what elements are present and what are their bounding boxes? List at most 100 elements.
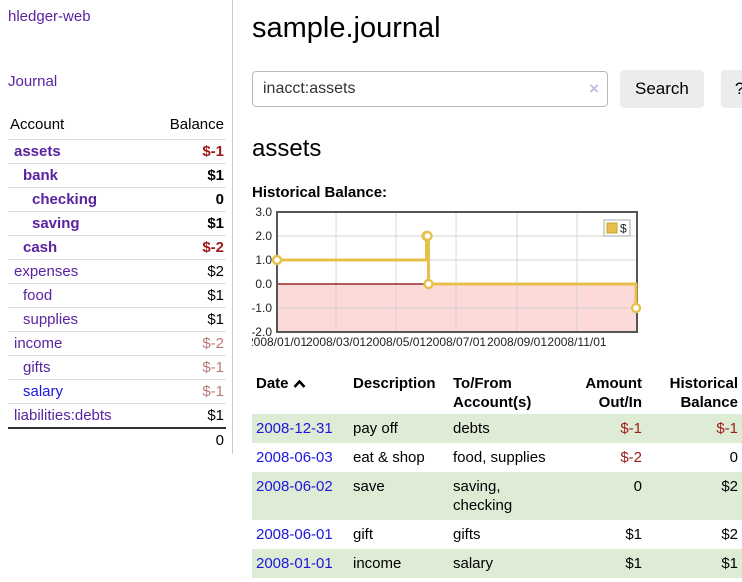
register-header-tofrom: To/From Account(s) (453, 375, 532, 411)
account-row: cash $-2 (8, 235, 226, 260)
transaction-amount: $-1 (620, 420, 642, 437)
historical-balance-chart: 3.0 2.0 1.0 0.0 -1.0 -2.0 2008/01/01 2008/03/01… (247, 205, 742, 355)
transaction-description: income (353, 555, 402, 572)
account-row: assets $-1 (8, 139, 226, 164)
svg-text:-1.0: -1.0 (252, 301, 272, 315)
account-row: checking 0 (8, 187, 226, 212)
accounts-total-value: 0 (148, 427, 226, 452)
account-row: bank $1 (8, 163, 226, 188)
account-row: income $-2 (8, 331, 226, 356)
search-button[interactable]: Search (620, 70, 704, 108)
transaction-date-link[interactable]: 2008-01-01 (256, 555, 333, 572)
svg-text:$: $ (620, 222, 627, 236)
page-title: sample.journal (252, 12, 441, 44)
account-link-assets[interactable]: assets (14, 143, 61, 160)
account-row: liabilities:debts $1 (8, 403, 226, 429)
account-link-gifts[interactable]: gifts (23, 359, 51, 376)
transaction-description: pay off (353, 420, 398, 437)
transaction-accounts: debts (453, 420, 490, 437)
search-form: × Search ? (252, 70, 742, 108)
transaction-balance: $2 (721, 526, 738, 543)
transaction-description: save (353, 478, 385, 495)
accounts-header-account: Account (8, 112, 149, 140)
transaction-row: 2008-06-03 eat & shop food, supplies $-2 0 (252, 443, 742, 472)
clear-search-icon[interactable]: × (589, 79, 599, 98)
transaction-amount: 0 (633, 478, 642, 495)
transaction-date-link[interactable]: 2008-06-01 (256, 526, 333, 543)
svg-text:2008/01/01: 2008/01/01 (252, 335, 307, 349)
account-link-checking[interactable]: checking (32, 191, 98, 208)
chart-label: Historical Balance: (252, 184, 388, 201)
account-row: saving $1 (8, 211, 226, 236)
account-row: salary $-1 (8, 379, 226, 404)
account-balance: 0 (148, 187, 226, 212)
transaction-date-link[interactable]: 2008-12-31 (256, 420, 333, 437)
svg-text:2.0: 2.0 (255, 229, 272, 243)
account-balance: $-2 (148, 331, 226, 356)
transaction-row: 2008-12-31 pay off debts $-1 $-1 (252, 414, 742, 443)
transaction-accounts: saving, checking (453, 478, 513, 514)
accounts-total-row: 0 (8, 427, 226, 452)
svg-text:1.0: 1.0 (255, 253, 272, 267)
account-link-supplies[interactable]: supplies (23, 311, 79, 328)
account-row: supplies $1 (8, 307, 226, 332)
transaction-date-link[interactable]: 2008-06-03 (256, 449, 333, 466)
account-balance: $-1 (148, 379, 226, 404)
account-link-income[interactable]: income (14, 335, 63, 352)
account-link-salary[interactable]: salary (23, 383, 64, 400)
accounts-header-balance: Balance (148, 112, 226, 140)
account-row: expenses $2 (8, 259, 226, 284)
transaction-amount: $1 (625, 555, 642, 572)
transaction-amount: $1 (625, 526, 642, 543)
sidebar-item-journal[interactable]: Journal (8, 73, 58, 90)
transaction-balance: $1 (721, 555, 738, 572)
account-link-expenses[interactable]: expenses (14, 263, 79, 280)
register-table: Date Description To/From Account(s) Amou… (252, 372, 742, 578)
account-balance: $1 (148, 403, 226, 429)
register-header-balance: Historical Balance (669, 375, 738, 411)
svg-text:3.0: 3.0 (255, 206, 272, 219)
account-link-food[interactable]: food (23, 287, 53, 304)
svg-text:2008/03/01: 2008/03/01 (306, 335, 366, 349)
account-balance: $2 (148, 259, 226, 284)
account-row: food $1 (8, 283, 226, 308)
help-button[interactable]: ? (720, 70, 742, 108)
accounts-balance-table: Account Balance assets $-1 bank $1 checking 0… (8, 112, 226, 452)
account-link-bank[interactable]: bank (23, 167, 59, 184)
account-balance: $1 (148, 307, 226, 332)
svg-text:2008/11/01: 2008/11/01 (547, 335, 606, 349)
sidebar: hledger-web Journal Account Balance asse… (0, 0, 233, 454)
register-header-description: Description (353, 375, 436, 392)
register-header-date[interactable]: Date (252, 372, 349, 414)
account-link-saving[interactable]: saving (32, 215, 80, 232)
account-link-cash[interactable]: cash (23, 239, 58, 256)
transaction-row: 2008-01-01 income salary $1 $1 (252, 549, 742, 578)
account-balance: $-2 (148, 235, 226, 260)
account-row: gifts $-1 (8, 355, 226, 380)
transaction-row: 2008-06-02 save saving, checking 0 $2 (252, 472, 742, 520)
register-header-amount: Amount Out/In (585, 375, 642, 411)
transaction-description: gift (353, 526, 374, 543)
account-balance: $1 (148, 283, 226, 308)
account-balance: $-1 (148, 139, 226, 164)
svg-text:0.0: 0.0 (255, 277, 272, 291)
svg-text:2008/09/01: 2008/09/01 (487, 335, 547, 349)
transaction-accounts: salary (453, 555, 494, 572)
transaction-amount: $-2 (620, 449, 642, 466)
account-balance: $1 (148, 211, 226, 236)
account-section-heading: assets (252, 135, 322, 162)
transaction-row: 2008-06-01 gift gifts $1 $2 (252, 520, 742, 549)
app-title-link[interactable]: hledger-web (8, 8, 91, 25)
transaction-description: eat & shop (353, 449, 425, 466)
transaction-date-link[interactable]: 2008-06-02 (256, 478, 333, 495)
account-balance: $-1 (148, 355, 226, 380)
search-input[interactable] (252, 71, 608, 107)
transaction-balance: 0 (729, 449, 738, 466)
account-link-liabilities-debts[interactable]: liabilities:debts (14, 407, 112, 424)
transaction-balance: $2 (721, 478, 738, 495)
account-balance: $1 (148, 163, 226, 188)
svg-text:-2.0: -2.0 (252, 325, 272, 339)
transaction-balance: $-1 (716, 420, 738, 437)
svg-text:2008/07/01: 2008/07/01 (426, 335, 486, 349)
transaction-accounts: food, supplies (453, 449, 546, 466)
